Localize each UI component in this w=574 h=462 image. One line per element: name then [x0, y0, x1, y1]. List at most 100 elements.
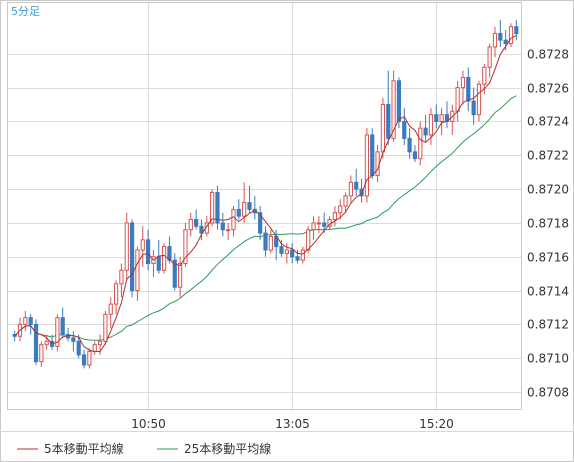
- candle-down: [279, 246, 284, 254]
- candle-up: [39, 344, 44, 363]
- candle-up: [316, 222, 321, 225]
- candle-down: [386, 104, 391, 139]
- candle-up: [300, 249, 305, 261]
- plot-area: [7, 2, 522, 410]
- candle-up: [476, 83, 482, 116]
- candle-down: [412, 151, 418, 160]
- candle-up: [439, 114, 444, 122]
- y-tick-label: 0.8710: [527, 352, 569, 366]
- candle-up: [23, 317, 28, 325]
- candle-up: [391, 80, 396, 139]
- legend-label-ma25: 25本移動平均線: [184, 441, 271, 456]
- y-tick-label: 0.8722: [527, 149, 569, 163]
- candle-up: [210, 191, 215, 224]
- candle-down: [60, 317, 65, 336]
- legend: 5本移動平均線 25本移動平均線: [17, 441, 271, 456]
- candle-down: [359, 188, 364, 197]
- candle-up: [380, 104, 386, 153]
- candle-down: [247, 202, 252, 210]
- x-tick-label: 10:50: [131, 417, 166, 431]
- candle-up: [97, 340, 103, 346]
- candle-down: [354, 181, 359, 190]
- candle-up: [103, 313, 108, 342]
- candle-down: [220, 222, 225, 231]
- candle-up: [455, 87, 460, 112]
- y-tick-label: 0.8708: [527, 386, 569, 400]
- candle-down: [290, 249, 295, 258]
- y-tick-label: 0.8712: [527, 318, 569, 332]
- candle-down: [471, 100, 476, 116]
- candle-up: [113, 283, 119, 305]
- candle-up: [492, 32, 498, 48]
- candle-up: [188, 219, 193, 231]
- y-tick-label: 0.8716: [527, 251, 569, 265]
- candle-up: [108, 303, 113, 315]
- candle-up: [348, 181, 353, 197]
- candle-down: [258, 212, 263, 234]
- candle-down: [322, 222, 327, 227]
- y-tick-label: 0.8714: [527, 285, 569, 299]
- candle-up: [460, 76, 466, 89]
- candle-up: [343, 195, 348, 207]
- candle-up: [332, 212, 337, 221]
- candle-down: [514, 26, 519, 34]
- candle-down: [498, 32, 503, 41]
- candle-down: [295, 256, 300, 261]
- legend-label-ma5: 5本移動平均線: [44, 441, 124, 456]
- ma5-line-layer: [14, 35, 517, 352]
- y-tick-label: 0.8718: [527, 217, 569, 231]
- candle-up: [268, 235, 273, 251]
- candle-up: [55, 317, 60, 347]
- y-axis-ticks: 0.8708 0.8710 0.8712 0.8714 0.8716 0.8718 0.87…: [527, 48, 569, 400]
- candle-up: [375, 151, 380, 177]
- candles: [12, 19, 519, 369]
- candle-up: [242, 202, 247, 217]
- x-axis-ticks: 10:50 13:05 15:20: [131, 417, 454, 431]
- y-tick-label: 0.8720: [527, 183, 569, 197]
- candle-up: [178, 263, 183, 288]
- candle-down: [194, 219, 199, 227]
- y-tick-label: 0.8724: [527, 115, 569, 129]
- candle-down: [129, 222, 135, 292]
- candle-up: [226, 229, 231, 232]
- x-tick-label: 15:20: [419, 417, 454, 431]
- candle-down: [503, 39, 508, 45]
- y-tick-label: 0.8726: [527, 82, 569, 96]
- candle-up: [87, 350, 92, 366]
- candle-down: [145, 239, 151, 265]
- candle-down: [156, 256, 161, 271]
- candle-up: [338, 205, 343, 214]
- candle-down: [423, 127, 428, 136]
- candle-down: [199, 225, 204, 234]
- candle-up: [418, 127, 423, 160]
- candle-up: [306, 229, 311, 251]
- candle-up: [135, 249, 140, 292]
- candle-down: [402, 120, 407, 139]
- candle-up: [508, 26, 514, 45]
- candle-up: [124, 222, 129, 271]
- candle-up: [428, 114, 434, 136]
- y-tick-label: 0.8728: [527, 48, 569, 62]
- x-tick-label: 13:05: [275, 417, 310, 431]
- candle-down: [28, 317, 33, 325]
- ma5-line: [14, 35, 517, 352]
- candle-down: [81, 354, 87, 366]
- candle-down: [370, 134, 375, 177]
- candle-up: [284, 249, 289, 254]
- candle-up: [44, 340, 49, 346]
- candle-down: [407, 137, 412, 153]
- candle-up: [482, 66, 487, 85]
- candle-up: [92, 344, 97, 352]
- candle-down: [172, 259, 177, 288]
- candle-up: [140, 239, 145, 251]
- candle-down: [396, 80, 402, 122]
- candle-up: [311, 222, 316, 231]
- candle-up: [161, 246, 167, 271]
- grid-lines: [8, 3, 521, 409]
- candle-up: [364, 134, 370, 197]
- candle-down: [434, 114, 439, 122]
- candle-down: [263, 232, 268, 251]
- candle-down: [33, 323, 39, 363]
- timeframe-label: 5分足: [11, 5, 40, 18]
